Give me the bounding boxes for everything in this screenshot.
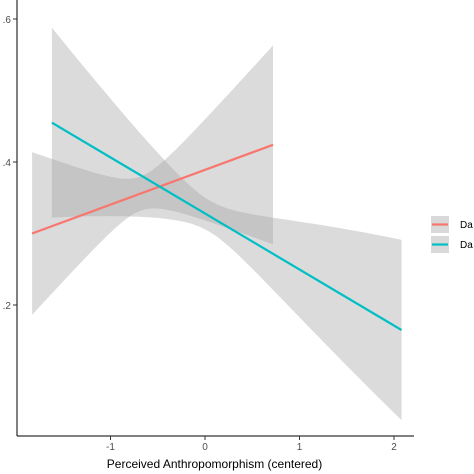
x-ticks: -1 0 1 2 — [106, 436, 397, 453]
confidence-band-1 — [32, 45, 273, 315]
regression-lines — [31, 121, 403, 331]
y-ticks: .2 .4 .6 — [3, 15, 17, 312]
x-tick-label: 1 — [297, 442, 303, 453]
x-axis-title: Perceived Anthropomorphism (centered) — [107, 457, 322, 471]
y-tick-label: .6 — [3, 15, 12, 26]
y-tick-label: .4 — [3, 158, 12, 169]
x-tick-label: 2 — [391, 442, 397, 453]
confidence-bands — [32, 27, 402, 421]
axes — [16, 0, 414, 437]
x-tick-label: -1 — [106, 442, 115, 453]
y-tick-label: .2 — [3, 301, 12, 312]
legend: Da Da — [431, 216, 473, 253]
legend-label: Da — [460, 220, 473, 231]
series-line-2 — [51, 121, 403, 331]
confidence-band-2 — [51, 27, 402, 421]
legend-label: Da — [460, 240, 473, 251]
series-line-1 — [31, 143, 274, 235]
x-tick-label: 0 — [202, 442, 208, 453]
